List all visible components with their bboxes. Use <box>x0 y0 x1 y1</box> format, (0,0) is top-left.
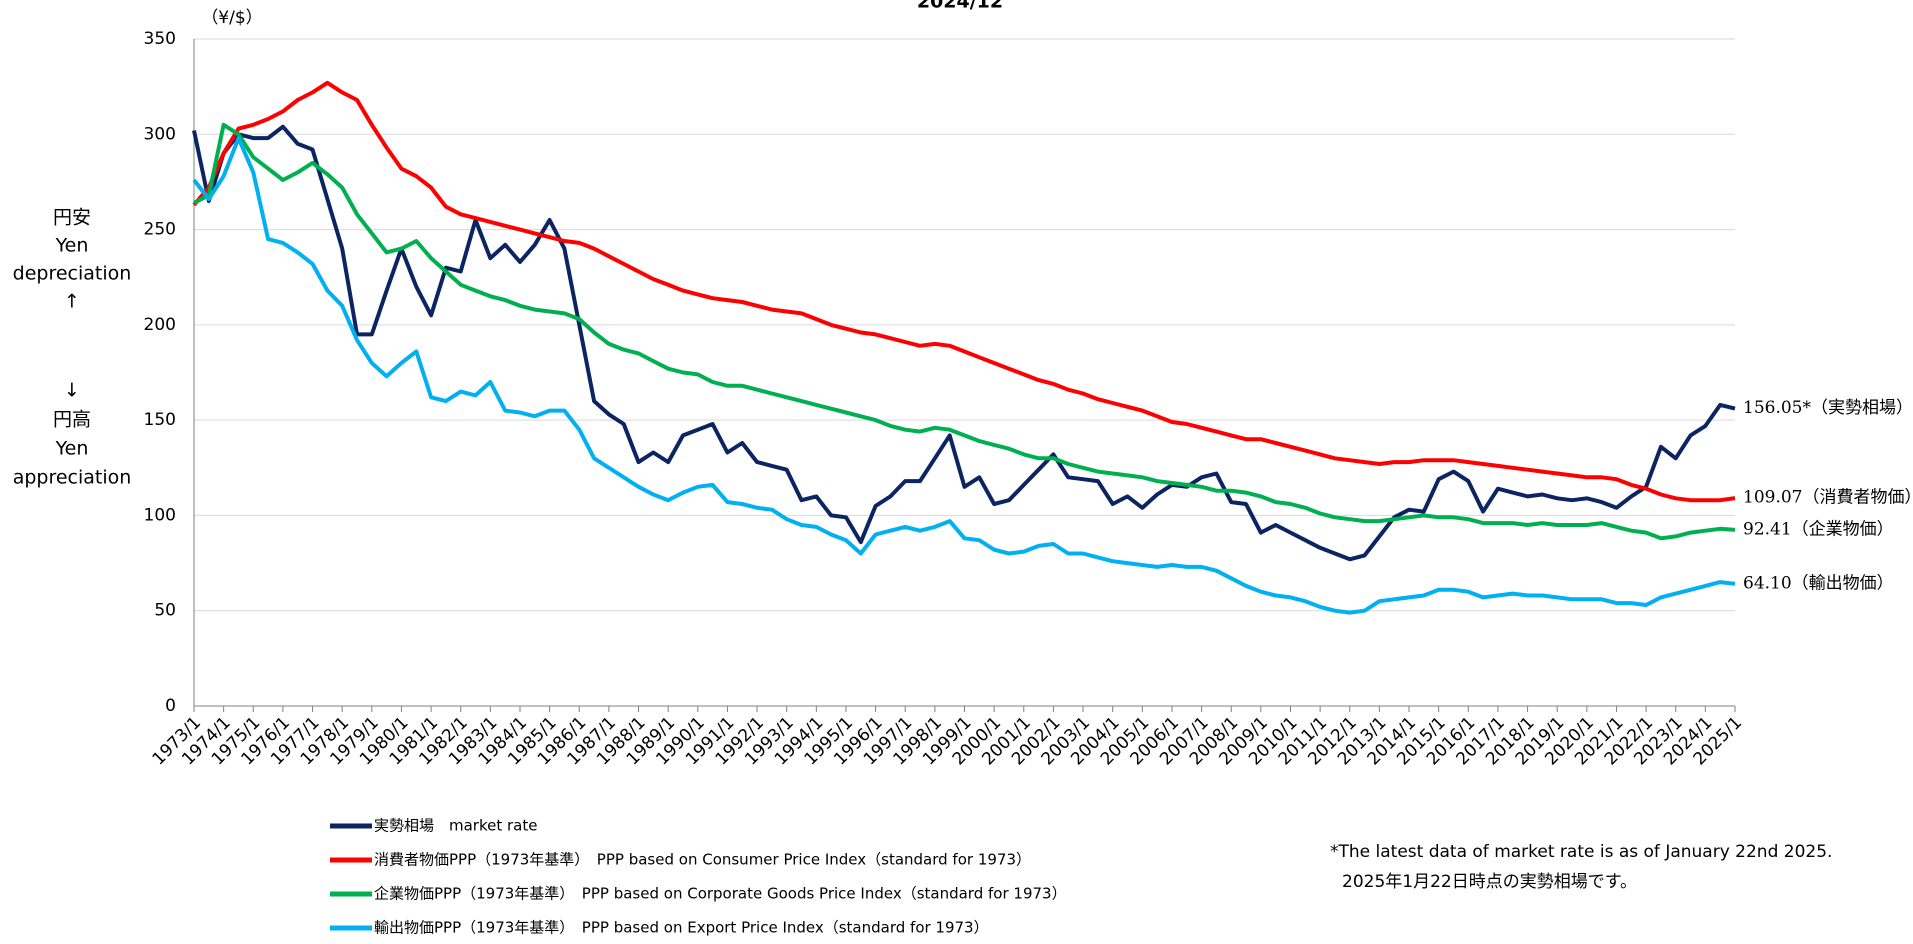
y-tick-label: 250 <box>144 220 176 240</box>
series-line <box>193 122 1736 541</box>
y-tick-label: 150 <box>144 410 176 430</box>
note: depreciation <box>13 263 132 285</box>
series-line <box>192 80 1736 503</box>
legend-label: 実勢相場 market rate <box>374 817 537 835</box>
y-tick-label: 50 <box>154 601 176 621</box>
legend-label: 輸出物価PPP（1973年基準） PPP based on Export Pri… <box>374 919 989 937</box>
footnote: 2025年1月22日時点の実勢相場です。 <box>1342 872 1637 892</box>
note: 円安 <box>53 207 91 229</box>
note: ↑ <box>64 291 80 313</box>
y-unit: （¥/$） <box>201 8 262 28</box>
legend-label: 消費者物価PPP（1973年基準） PPP based on Consumer … <box>374 851 1031 869</box>
series-line <box>192 124 1736 562</box>
end-label: 64.10（輸出物価） <box>1743 573 1894 593</box>
note: Yen <box>55 438 89 460</box>
footnote: *The latest data of market rate is as of… <box>1330 842 1832 862</box>
series-line <box>192 136 1736 615</box>
end-label: 92.41（企業物価） <box>1743 519 1894 539</box>
note: ↓ <box>64 380 80 402</box>
end-label: 109.07（消費者物価） <box>1743 488 1913 508</box>
note: Yen <box>55 235 89 257</box>
y-tick-label: 350 <box>144 29 176 49</box>
legend-label: 企業物価PPP（1973年基準） PPP based on Corporate … <box>374 885 1067 903</box>
end-label: 156.05*（実勢相場） <box>1743 398 1913 418</box>
y-tick-label: 300 <box>144 124 176 144</box>
note: appreciation <box>13 467 132 489</box>
y-tick-label: 100 <box>144 505 176 525</box>
y-tick-label: 200 <box>144 315 176 335</box>
note: 円高 <box>53 409 91 431</box>
y-tick-label: 0 <box>165 696 176 716</box>
chart-title: 2024/12 <box>917 0 1003 13</box>
